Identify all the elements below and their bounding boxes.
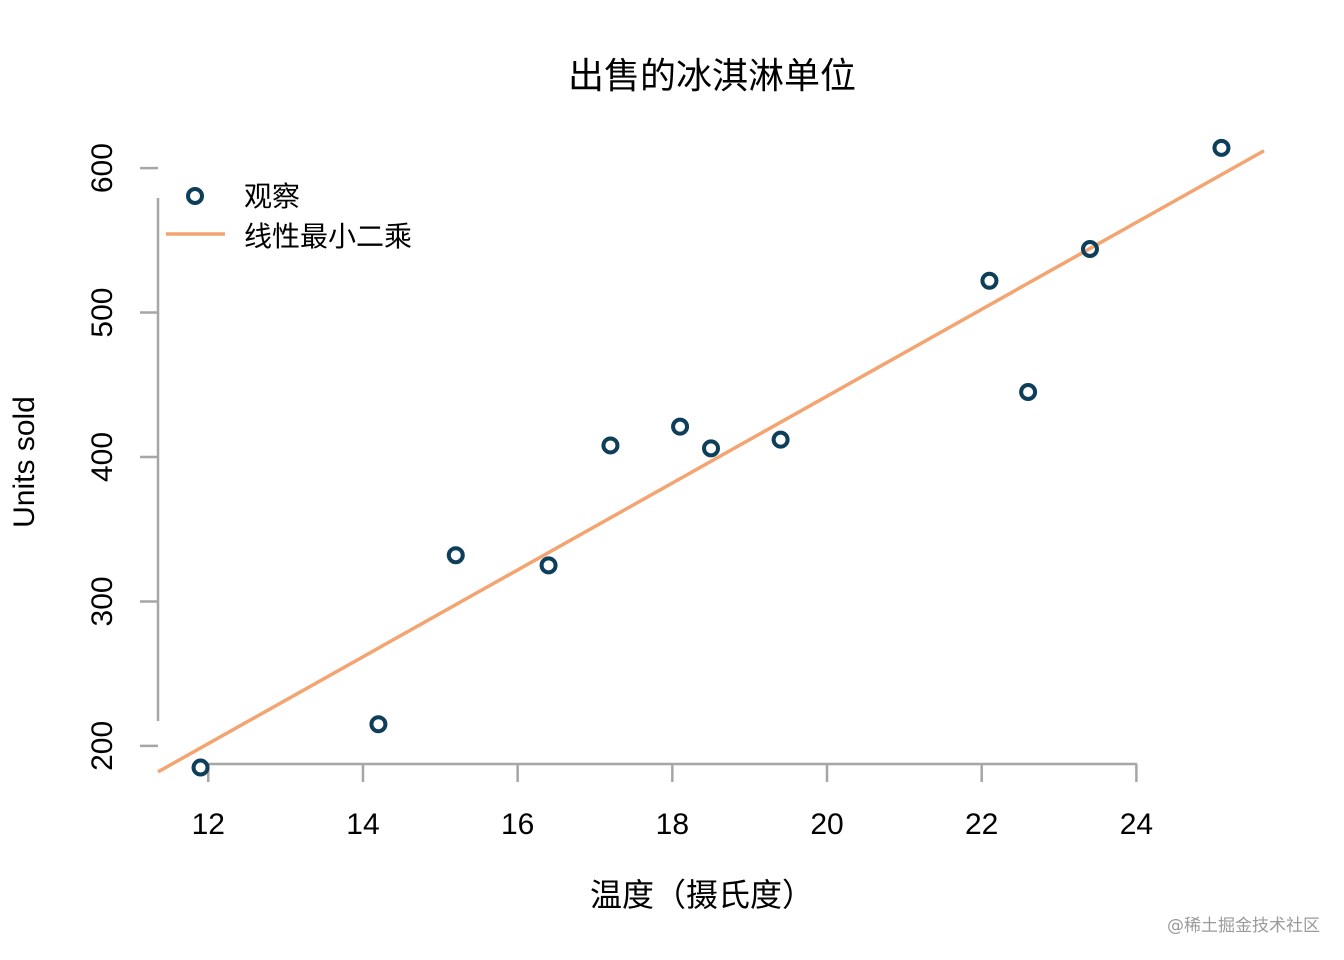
fit-line [157,149,1265,774]
data-point [702,439,720,458]
y-tick-label: 200 [86,721,119,771]
data-point [369,715,388,734]
points-layer [191,138,1231,777]
x-tick-label: 20 [810,808,843,841]
watermark: @稀土掘金技术社区 [1167,916,1320,936]
data-point [1212,138,1231,157]
x-tick-label: 22 [965,808,998,841]
x-ticks: 12 14 16 18 20 22 24 [192,764,1153,841]
data-point [539,556,558,575]
data-point [771,430,790,449]
x-tick-label: 14 [346,808,379,841]
y-tick-label: 300 [86,576,119,626]
x-axis: 12 14 16 18 20 22 24 [192,762,1153,841]
data-point [191,758,210,777]
fit-line-layer [157,149,1265,774]
x-tick-label: 18 [656,808,689,841]
data-point [980,271,999,290]
chart-title: 出售的冰淇淋单位 [568,56,856,97]
x-tick-label: 12 [192,808,225,841]
y-tick-label: 600 [86,143,119,193]
legend: 观察 线性最小二乘 [166,180,412,253]
data-point [671,417,690,436]
data-point [1080,240,1099,258]
y-axis-label: Units sold [8,396,41,528]
legend-label-observed: 观察 [244,180,300,213]
x-tick-label: 16 [501,808,534,841]
y-ticks: 200 300 400 500 600 [86,143,158,771]
legend-label-fit: 线性最小二乘 [244,220,412,253]
data-point [601,436,620,455]
data-point [446,546,465,565]
y-axis: 200 300 400 500 600 [86,143,160,771]
x-axis-label: 温度（摄氏度） [590,876,814,914]
x-tick-label: 24 [1120,808,1153,841]
legend-marker-observed [186,187,204,205]
y-tick-label: 400 [86,432,119,482]
y-tick-label: 500 [86,288,119,338]
data-point [1019,383,1038,401]
